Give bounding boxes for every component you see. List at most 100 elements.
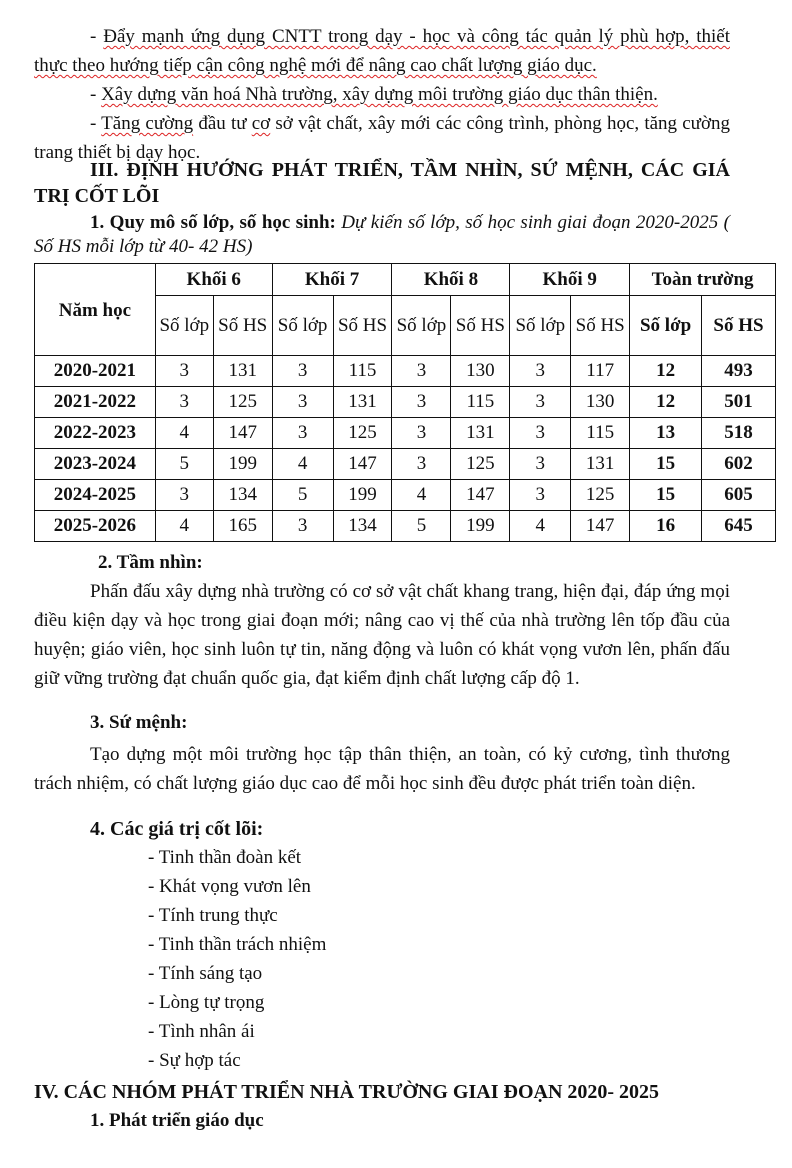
value-cell: 4 — [271, 448, 334, 480]
value-cell: 130 — [570, 386, 631, 418]
value-cell: 5 — [154, 448, 214, 480]
value-cell: 15 — [629, 448, 703, 480]
value-cell: 3 — [154, 386, 214, 418]
text: 1. Quy mô số lớp, số học sinh: — [90, 212, 336, 233]
value-cell: 605 — [701, 479, 776, 511]
value-cell: 3 — [271, 510, 334, 542]
text: sở vật chất, xây mới các công trình, phò… — [34, 113, 730, 163]
value-cell: 3 — [271, 386, 334, 418]
value-item: - Tính trung thực — [148, 905, 278, 926]
value-item: - Tính sáng tạo — [148, 963, 263, 984]
paragraph-it: - Đẩy mạnh ứng dụng CNTT trong dạy - học… — [34, 22, 730, 80]
header-class-count: Số lớp — [629, 295, 703, 356]
header-group: Khối 7 — [271, 263, 393, 296]
header-class-count: Số lớp — [154, 295, 214, 356]
value-cell: 134 — [332, 510, 393, 542]
paragraph-facilities: - Tăng cường đầu tư cơ sở vật chất, xây … — [34, 109, 730, 167]
value-cell: 3 — [509, 448, 572, 480]
scale-heading: 1. Quy mô số lớp, số học sinh: Dự kiến s… — [34, 211, 730, 259]
mission-title: 3. Sứ mệnh: — [90, 712, 188, 733]
text: - — [90, 84, 102, 105]
value-cell: 199 — [332, 479, 393, 511]
paragraph-culture: - Xây dựng văn hoá Nhà trường, xây dựng … — [34, 80, 730, 109]
value-cell: 130 — [450, 355, 511, 387]
header-class-count: Số lớp — [391, 295, 452, 356]
year-cell: 2024-2025 — [34, 479, 156, 511]
value-cell: 147 — [570, 510, 631, 542]
value-cell: 131 — [332, 386, 393, 418]
section-3-title: III. ĐỊNH HƯỚNG PHÁT TRIỂN, TẦM NHÌN, SỨ… — [34, 159, 730, 207]
value-cell: 147 — [332, 448, 393, 480]
value-cell: 165 — [212, 510, 273, 542]
text: Tăng cường — [101, 113, 194, 134]
value-cell: 125 — [450, 448, 511, 480]
value-cell: 3 — [271, 355, 334, 387]
table-row: 2025-2026 4 165 3 134 5 199 4 147 16 645 — [34, 510, 776, 542]
table-row: 2023-2024 5 199 4 147 3 125 3 131 15 602 — [34, 448, 776, 480]
value-cell: 3 — [391, 448, 452, 480]
year-cell: 2021-2022 — [34, 386, 156, 418]
value-cell: 4 — [154, 510, 214, 542]
header-year: Năm học — [34, 263, 156, 356]
value-cell: 115 — [450, 386, 511, 418]
table-row: 2021-2022 3 125 3 131 3 115 3 130 12 501 — [34, 386, 776, 418]
header-student-count: Số HS — [332, 295, 393, 356]
vision-text: Phấn đấu xây dựng nhà trường có cơ sở vậ… — [34, 581, 730, 689]
header-group: Toàn trường — [629, 263, 776, 296]
value-cell: 3 — [154, 355, 214, 387]
value-cell: 5 — [391, 510, 452, 542]
class-student-table: Năm học Khối 6 Khối 7 Khối 8 Khối 9 Toàn… — [34, 263, 776, 542]
value-cell: 147 — [212, 417, 273, 449]
value-cell: 117 — [570, 355, 631, 387]
value-cell: 125 — [570, 479, 631, 511]
header-class-count: Số lớp — [271, 295, 334, 356]
vision-title: 2. Tầm nhìn: — [98, 552, 203, 573]
value-cell: 199 — [450, 510, 511, 542]
value-cell: 4 — [509, 510, 572, 542]
value-item: - Sự hợp tác — [148, 1050, 241, 1071]
value-cell: 199 — [212, 448, 273, 480]
text: Xây dựng văn hoá Nhà trường, xây dựng mô… — [101, 84, 658, 105]
value-item: - Lòng tự trọng — [148, 992, 265, 1013]
value-cell: 115 — [570, 417, 631, 449]
year-cell: 2023-2024 — [34, 448, 156, 480]
mission-text: Tạo dựng một môi trường học tập thân thi… — [34, 744, 730, 794]
table-row: 2022-2023 4 147 3 125 3 131 3 115 13 518 — [34, 417, 776, 449]
value-cell: 131 — [450, 417, 511, 449]
value-cell: 501 — [701, 386, 776, 418]
value-item: - Tình nhân ái — [148, 1021, 255, 1042]
value-cell: 131 — [212, 355, 273, 387]
value-cell: 12 — [629, 355, 703, 387]
values-title: 4. Các giá trị cốt lõi: — [90, 818, 264, 840]
value-cell: 134 — [212, 479, 273, 511]
value-cell: 12 — [629, 386, 703, 418]
text: - — [90, 26, 104, 47]
table-row: 2024-2025 3 134 5 199 4 147 3 125 15 605 — [34, 479, 776, 511]
text: Dự kiến số lớp, số học sinh giai đoạn 20… — [34, 212, 730, 257]
value-cell: 4 — [154, 417, 214, 449]
value-cell: 645 — [701, 510, 776, 542]
value-cell: 125 — [332, 417, 393, 449]
value-cell: 3 — [391, 386, 452, 418]
header-class-count: Số lớp — [509, 295, 572, 356]
year-cell: 2020-2021 — [34, 355, 156, 387]
header-student-count: Số HS — [701, 295, 776, 356]
value-cell: 3 — [509, 417, 572, 449]
year-cell: 2022-2023 — [34, 417, 156, 449]
value-cell: 147 — [450, 479, 511, 511]
value-cell: 3 — [509, 479, 572, 511]
value-cell: 115 — [332, 355, 393, 387]
header-student-count: Số HS — [212, 295, 273, 356]
value-cell: 3 — [509, 386, 572, 418]
value-cell: 13 — [629, 417, 703, 449]
value-cell: 15 — [629, 479, 703, 511]
value-cell: 493 — [701, 355, 776, 387]
value-item: - Khát vọng vươn lên — [148, 876, 311, 897]
table-row: 2020-2021 3 131 3 115 3 130 3 117 12 493 — [34, 355, 776, 387]
header-group: Khối 6 — [154, 263, 273, 296]
value-cell: 3 — [391, 417, 452, 449]
text: đầu tư — [193, 113, 252, 134]
value-cell: 3 — [154, 479, 214, 511]
value-cell: 602 — [701, 448, 776, 480]
